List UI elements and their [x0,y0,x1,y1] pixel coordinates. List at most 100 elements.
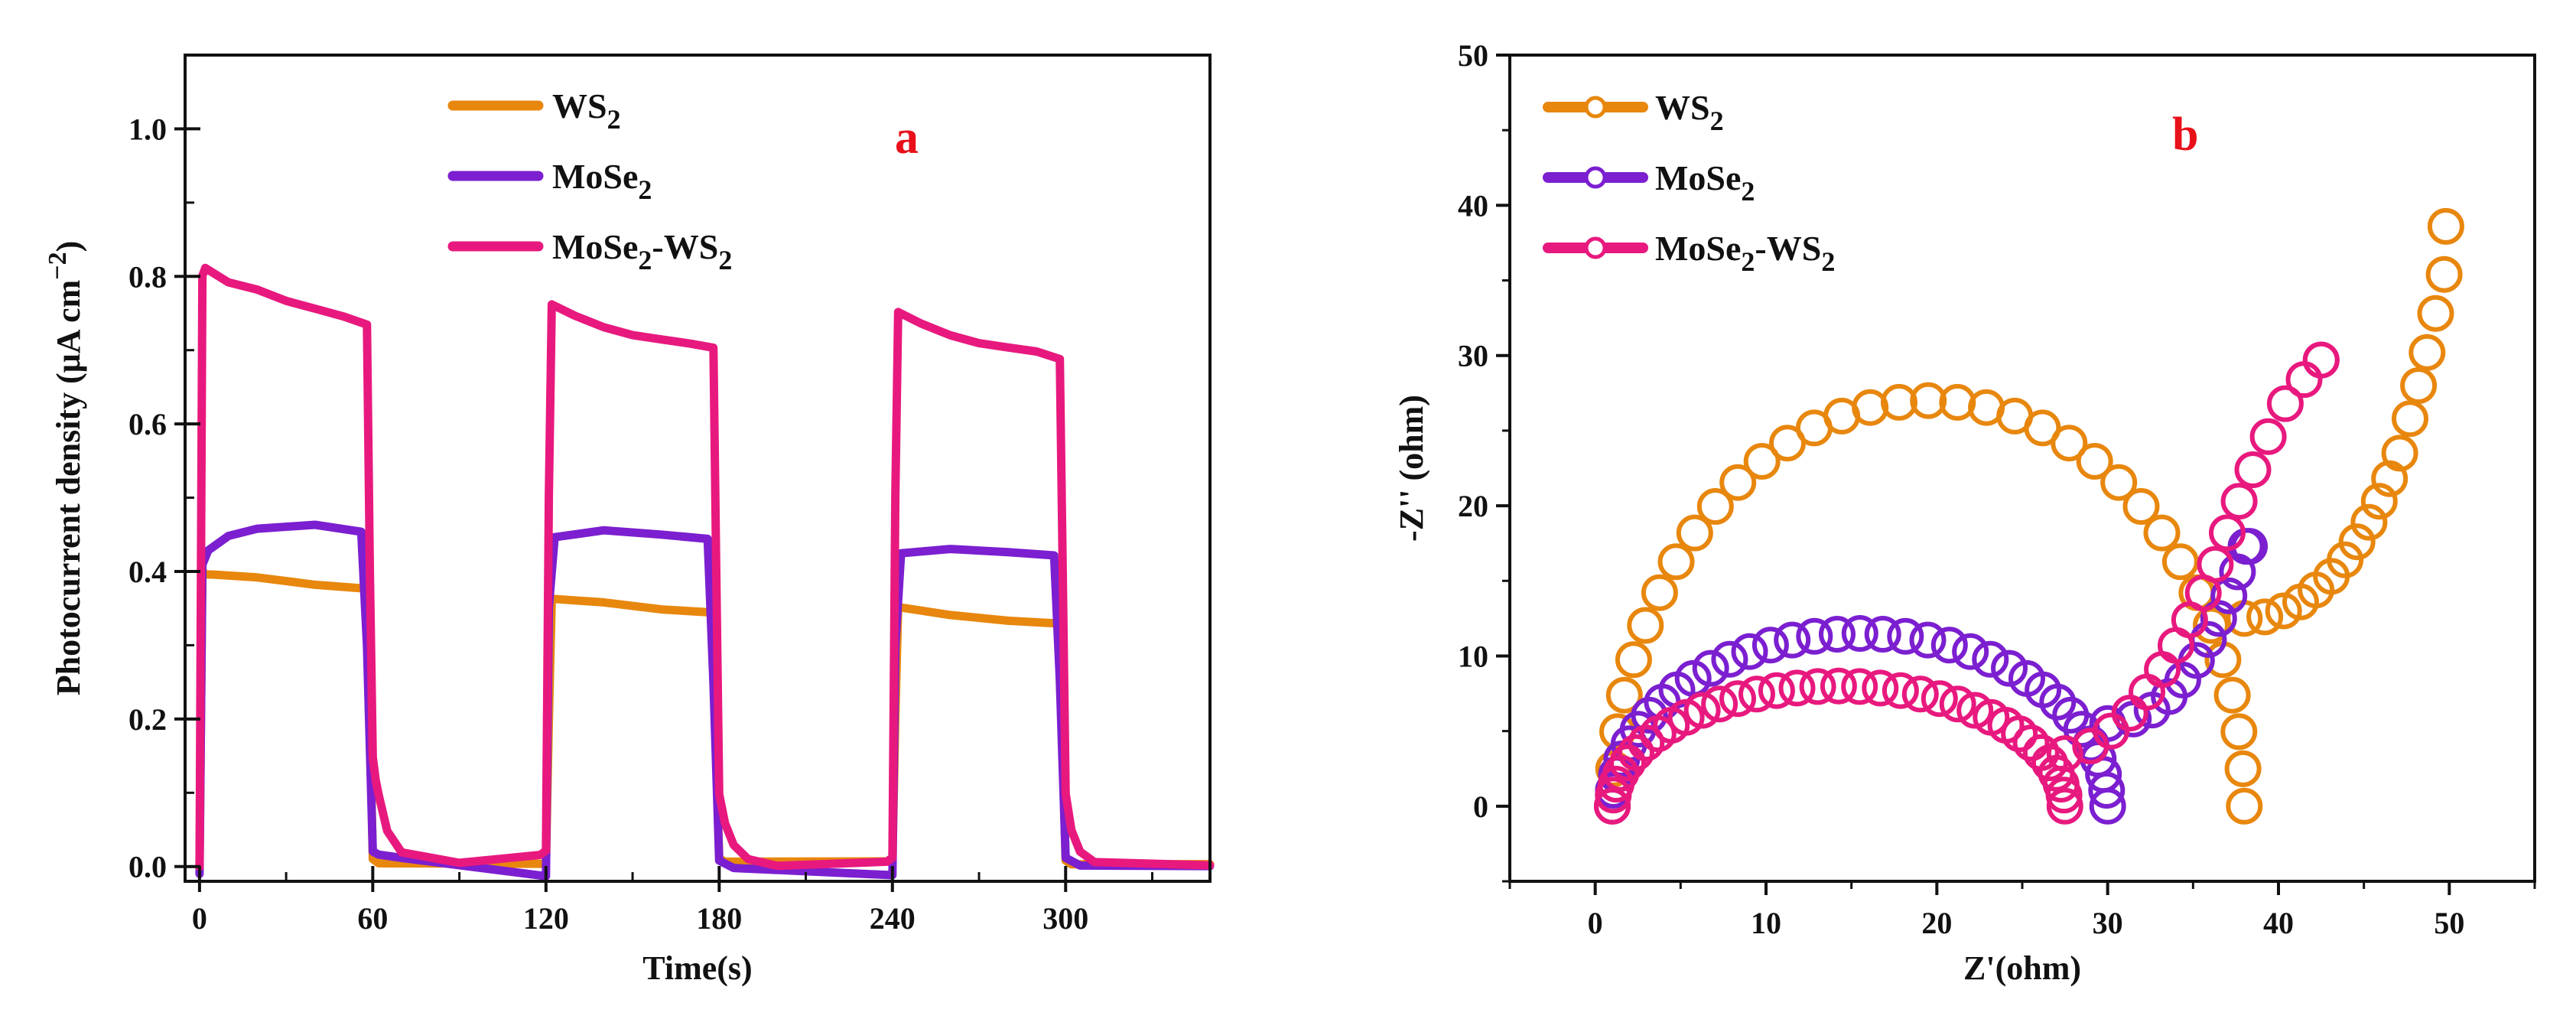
legend-label-mose2: MoSe2 [1655,158,1755,207]
x-tick-label: 0 [192,901,207,936]
data-point-mose2_ws2 [1594,787,1631,825]
data-point-mose2 [2089,787,2126,825]
x-tick-label: 0 [1588,906,1603,940]
data-point-mose2 [1692,649,1729,687]
x-tick-label: 300 [1042,901,1088,936]
x-tick-label: 20 [1921,906,1952,940]
y-tick-label: 0 [1473,789,1488,824]
chart-photocurrent: 0 60 120 180 240 300 0.0 0.2 0.4 0.6 0.8 1.0 Time(s)… [44,54,1215,987]
data-point-mose2_ws2 [1862,669,1899,707]
data-point-ws2 [2360,483,2398,520]
panel-letter-a: a [895,112,919,164]
legend-marker-mose2 [1584,166,1607,189]
series-line-mose2 [195,520,1215,881]
data-point-ws2 [2338,523,2376,561]
data-point-mose2_ws2 [1738,676,1775,713]
data-point-mose2_ws2 [2197,545,2234,583]
y-axis-title: Photocurrent density (μA cm−2) [44,241,87,696]
data-point-mose2_ws2 [1820,667,1857,705]
plot-frame-a [184,54,1212,883]
y-tick-label: 1.0 [128,112,167,146]
y-tick-label: 0.6 [128,407,167,441]
panel-letter-b: b [2172,109,2198,161]
x-axis-title: Time(s) [642,949,752,987]
data-point-mose2_ws2 [1841,668,1878,705]
data-point-mose2_ws2 [1683,692,1721,729]
data-point-mose2_ws2 [1882,672,1919,709]
data-point-ws2 [1657,543,1695,581]
x-tick-label: 240 [870,901,916,936]
data-point-ws2 [1719,464,1757,501]
data-point-ws2 [2381,435,2418,472]
data-point-mose2_ws2 [2302,341,2340,379]
data-point-mose2_ws2 [2220,483,2258,520]
x-axis-title: Z'(ohm) [1963,949,2081,987]
data-point-mose2 [1711,640,1748,678]
data-point-mose2_ws2 [2234,451,2272,488]
data-point-mose2_ws2 [1719,680,1756,718]
data-point-mose2_ws2 [1921,680,1958,718]
y-tick-label: 0.0 [128,850,167,884]
data-point-ws2 [1696,488,1734,525]
data-point-mose2_ws2 [1939,685,1976,723]
data-point-mose2 [1972,640,2009,678]
data-point-mose2 [1841,615,1878,652]
y-tick-label: 0.2 [128,702,167,737]
data-point-mose2_ws2 [1618,734,1654,771]
data-point-ws2 [1605,676,1643,714]
data-point-ws2 [2427,207,2464,245]
data-point-ws2 [2213,676,2251,714]
data-point-ws2 [1769,425,1806,462]
data-point-mose2_ws2 [2001,715,2038,753]
data-point-ws2 [2143,514,2181,552]
data-point-ws2 [1615,641,1652,679]
data-point-ws2 [1743,443,1781,480]
data-point-mose2 [2210,577,2248,614]
data-point-mose2 [1887,617,1924,655]
data-point-ws2 [2400,367,2438,404]
data-point-ws2 [2076,443,2113,480]
data-point-mose2 [1631,696,1668,734]
data-point-mose2_ws2 [1701,685,1738,723]
data-point-mose2 [1731,633,1768,670]
data-point-ws2 [2122,488,2160,525]
data-point-mose2_ws2 [2249,418,2287,455]
data-point-mose2_ws2 [1609,744,1646,782]
y-tick-label: 20 [1458,489,1488,523]
data-point-ws2 [2327,541,2364,578]
data-point-ws2 [2350,503,2388,541]
data-point-ws2 [1910,382,1947,419]
data-point-ws2 [2024,409,2061,447]
data-point-mose2_ws2 [1956,692,1994,729]
data-point-mose2 [1864,616,1901,653]
legend-label-mose2_ws2: MoSe2-WS2 [552,227,732,275]
data-point-ws2 [2425,256,2463,293]
data-point-ws2 [2100,464,2138,501]
data-point-mose2 [1819,616,1856,653]
x-tick-label: 120 [523,901,569,936]
data-point-ws2 [2417,295,2454,332]
data-point-mose2_ws2 [2209,514,2246,552]
chart-nyquist: 0 10 20 30 40 50 0 10 20 30 40 50 Z'(ohm) -Z'' (ohm) W… [1393,38,2536,987]
x-tick-label: 30 [2093,906,2123,940]
series-line-ws2 [195,566,1215,871]
y-tick-label: 50 [1458,38,1488,73]
data-point-mose2_ws2 [2046,787,2083,825]
data-point-mose2_ws2 [2045,776,2083,814]
data-point-mose2_ws2 [1901,676,1939,713]
y-tick-label: 0.4 [128,555,167,589]
data-point-mose2 [1930,627,1968,664]
data-point-mose2_ws2 [2266,385,2304,422]
data-point-ws2 [1641,574,1678,611]
legend-label-ws2: WS2 [1655,88,1724,136]
legend-marker-ws2 [1584,96,1607,119]
data-point-mose2_ws2 [1778,669,1816,707]
data-point-ws2 [2220,713,2258,750]
series-line-mose2_ws2 [195,263,1215,871]
data-point-mose2 [2039,683,2077,721]
data-point-mose2 [1796,617,1833,655]
data-point-mose2 [1991,649,2028,687]
x-tick-label: 180 [696,901,742,936]
data-point-ws2 [1676,514,1713,552]
